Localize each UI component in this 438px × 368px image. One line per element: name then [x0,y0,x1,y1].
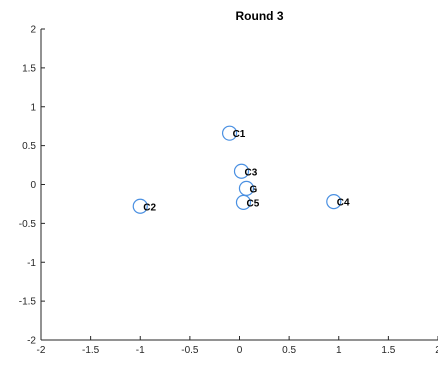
x-tick-label: 1.5 [381,345,395,356]
x-tick-label: 0.5 [282,345,296,356]
point-marker-g [238,180,255,196]
x-tick-label: -1.5 [82,345,100,356]
y-tick-label: -2 [27,336,36,347]
x-tick-label: -2 [37,345,46,356]
y-tick-label: 2 [30,25,36,36]
y-tick-label: -1.5 [19,297,37,308]
x-tick-label: 1 [336,345,342,356]
x-tick-label: -1 [136,345,145,356]
y-tick-label: -0.5 [19,219,37,230]
x-tick-label: 2 [435,345,438,356]
y-tick-label: 1.5 [22,63,36,74]
x-tick-label: 0 [237,345,243,356]
y-tick-label: -1 [27,258,36,269]
y-axis: 2 1.5 1 0.5 0 -0.5 -1 -1.5 -2 [19,25,45,347]
point-marker-c3 [233,163,250,179]
y-tick-label: 1 [30,102,36,113]
data-points: C1 C3 G C5 C2 C4 [132,125,350,214]
point-marker-c1 [221,125,238,141]
y-tick-label: 0 [30,180,36,191]
x-axis: -2 -1.5 -1 -0.5 0 0.5 1 1.5 2 [37,336,438,356]
chart-title: Round 3 [236,9,284,23]
point-label-g: G [249,184,257,195]
point-label-c5: C5 [246,198,259,209]
x-tick-label: -0.5 [181,345,199,356]
point-marker-c5 [235,194,252,210]
point-label-c3: C3 [244,167,257,178]
point-marker-c4 [326,194,342,210]
point-label-c4: C4 [337,198,350,209]
point-label-c1: C1 [233,129,246,140]
point-label-c2: C2 [143,202,156,213]
point-marker-c2 [132,198,148,214]
y-tick-label: 0.5 [22,141,36,152]
